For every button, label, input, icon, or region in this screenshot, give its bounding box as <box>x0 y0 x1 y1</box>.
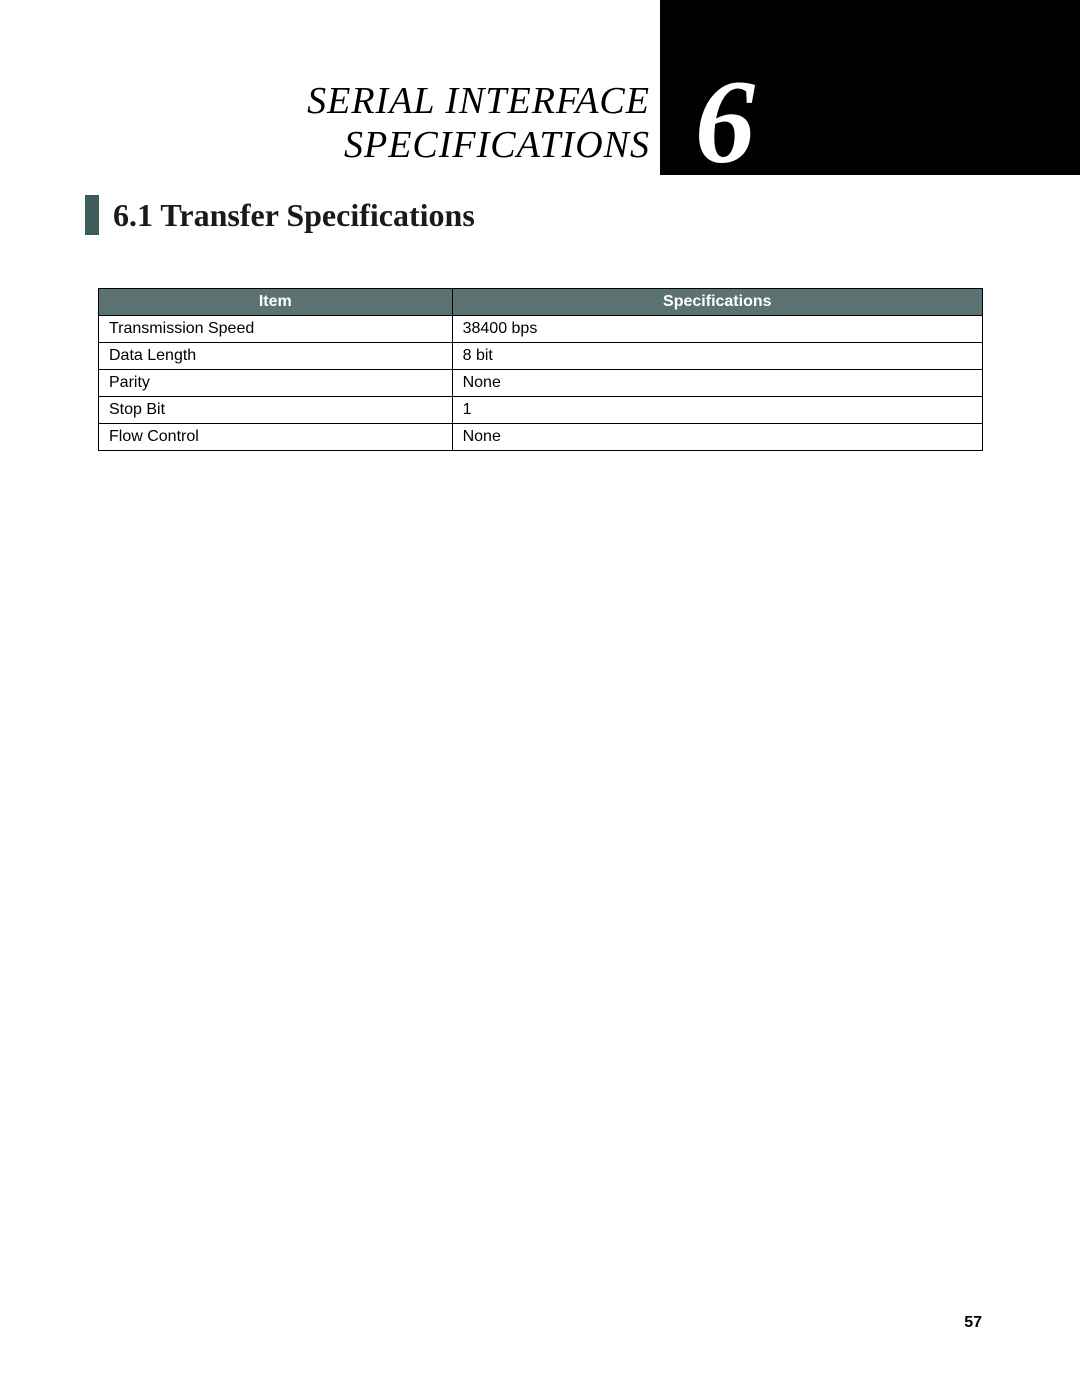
table-cell-item: Flow Control <box>99 424 453 451</box>
table-row: Transmission Speed 38400 bps <box>99 316 983 343</box>
chapter-title: SERIAL INTERFACE SPECIFICATIONS <box>307 80 650 167</box>
chapter-title-line2: SPECIFICATIONS <box>344 124 650 166</box>
table-row: Stop Bit 1 <box>99 397 983 424</box>
table-header-item: Item <box>99 289 453 316</box>
table-cell-spec: None <box>452 424 982 451</box>
table-header-row: Item Specifications <box>99 289 983 316</box>
table-cell-spec: 38400 bps <box>452 316 982 343</box>
table-cell-item: Data Length <box>99 343 453 370</box>
section-heading: 6.1 Transfer Specifications <box>113 197 475 234</box>
table-cell-item: Parity <box>99 370 453 397</box>
table-cell-spec: 1 <box>452 397 982 424</box>
section-accent-bar <box>85 195 99 235</box>
table-row: Flow Control None <box>99 424 983 451</box>
table-cell-spec: None <box>452 370 982 397</box>
table-row: Parity None <box>99 370 983 397</box>
table-cell-item: Stop Bit <box>99 397 453 424</box>
table-row: Data Length 8 bit <box>99 343 983 370</box>
chapter-title-line1: SERIAL INTERFACE <box>307 80 650 122</box>
section-heading-wrap: 6.1 Transfer Specifications <box>85 195 475 235</box>
table-cell-item: Transmission Speed <box>99 316 453 343</box>
table-cell-spec: 8 bit <box>452 343 982 370</box>
page-number: 57 <box>964 1314 982 1332</box>
table-header-spec: Specifications <box>452 289 982 316</box>
specifications-table: Item Specifications Transmission Speed 3… <box>98 288 983 451</box>
chapter-number: 6 <box>695 62 755 182</box>
